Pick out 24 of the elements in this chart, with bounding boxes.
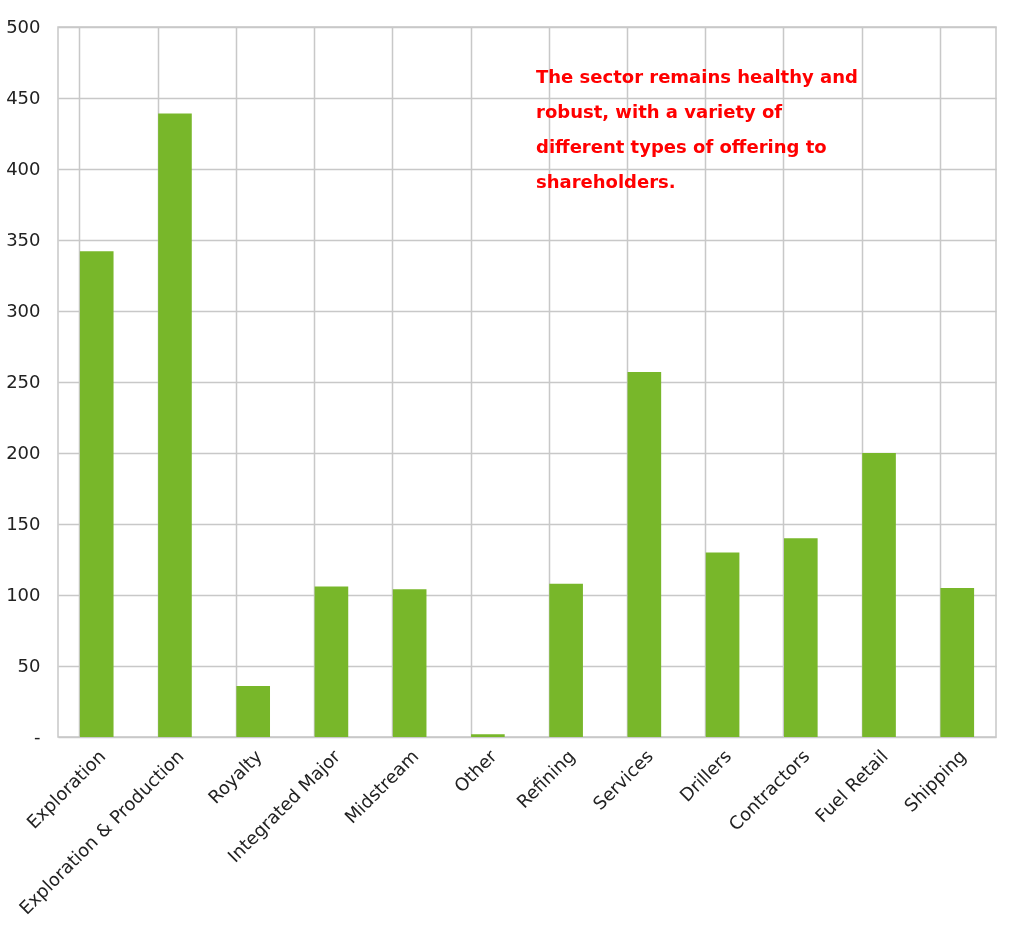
bar (236, 685, 271, 737)
y-tick-label: 450 (6, 86, 41, 108)
y-tick-label: 50 (17, 654, 41, 676)
annotation: The sector remains healthy and robust, with a variety of different types of offering to shareholders. (536, 66, 858, 192)
y-tick-label: 200 (6, 441, 41, 463)
y-tick-label: 150 (6, 512, 41, 534)
y-tick-label: 350 (6, 228, 41, 250)
y-tick-label: 400 (6, 157, 41, 179)
y-tick-label: 100 (6, 583, 41, 605)
bar (627, 372, 662, 737)
bar (783, 538, 818, 737)
bar (392, 589, 427, 737)
bar (549, 583, 583, 737)
y-tick-label: - (34, 725, 41, 747)
bar (940, 587, 975, 737)
bar (158, 113, 192, 737)
bar (862, 453, 896, 737)
bar (471, 734, 505, 737)
y-tick-label: 300 (6, 299, 41, 321)
y-tick-label: 250 (6, 370, 41, 392)
bar (79, 251, 114, 737)
bar (705, 552, 740, 737)
y-tick-label: 500 (6, 15, 41, 37)
bar (314, 586, 349, 737)
